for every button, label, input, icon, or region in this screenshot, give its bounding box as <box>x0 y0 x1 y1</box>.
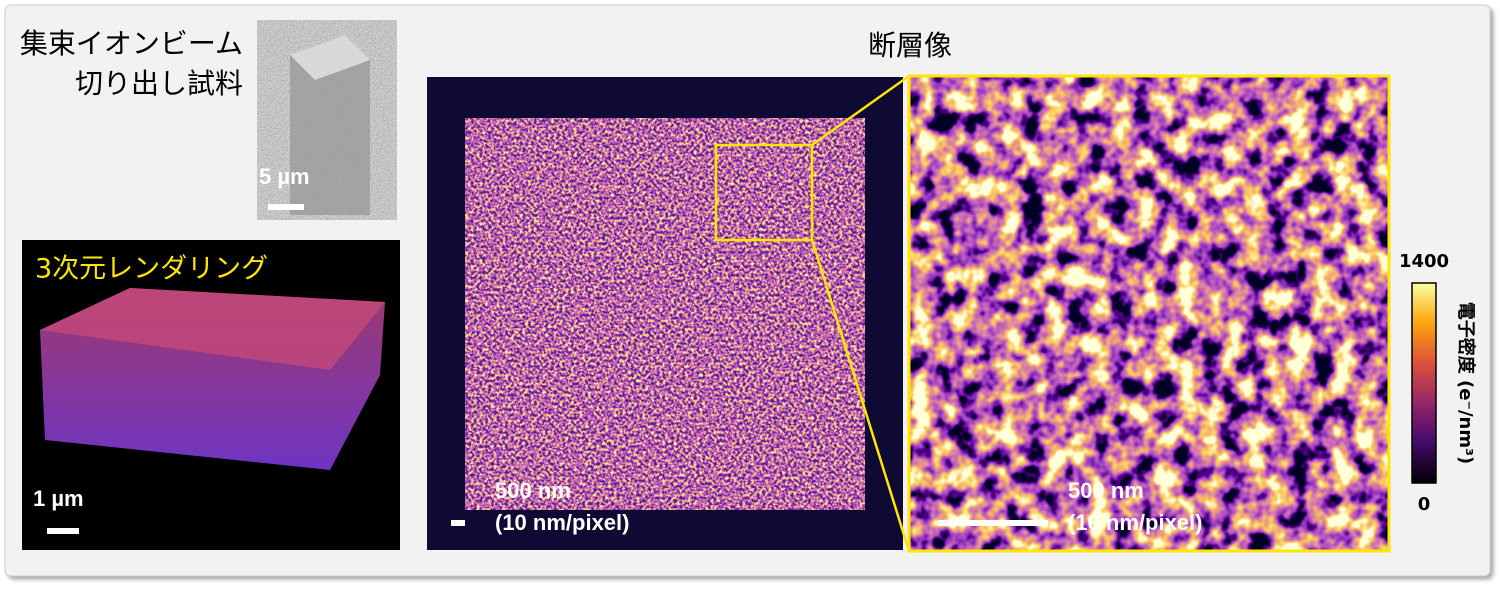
resolution-label: (10 nm/pixel) <box>495 510 629 535</box>
scale-bar <box>47 528 79 534</box>
scale-label: 1 µm <box>33 486 84 511</box>
resolution-label: (10 nm/pixel) <box>1068 510 1202 535</box>
zoom-line <box>811 74 910 147</box>
zoom-image <box>908 75 1390 552</box>
colorbar-tick-label: 1400 <box>1399 251 1449 272</box>
rendering-title: 3次元レンダリング <box>35 254 268 285</box>
tomogram-title: 断層像 <box>868 29 952 62</box>
zoom-box <box>714 143 814 242</box>
scale-bar <box>268 204 304 210</box>
scale-label: 5 µm <box>259 164 310 189</box>
rendering-top <box>40 288 385 370</box>
zoom-border <box>907 74 1391 553</box>
sem-top <box>290 35 370 80</box>
colorbar-tick-label: 0 <box>1418 494 1431 515</box>
scale-bar <box>938 520 1048 526</box>
colorbar-label: 電子密度 (e⁻/nm³) <box>1455 302 1477 464</box>
fib-title: 集束イオンビーム <box>20 27 243 60</box>
fib-title: 切り出し試料 <box>75 67 243 100</box>
overview-slice <box>465 118 865 510</box>
zoom-line <box>810 239 911 552</box>
scale-label: 500 nm <box>495 478 571 503</box>
scale-bar <box>451 520 465 526</box>
colorbar <box>1411 282 1437 484</box>
scale-label: 500 nm <box>1068 478 1144 503</box>
sem-sample <box>290 35 370 215</box>
